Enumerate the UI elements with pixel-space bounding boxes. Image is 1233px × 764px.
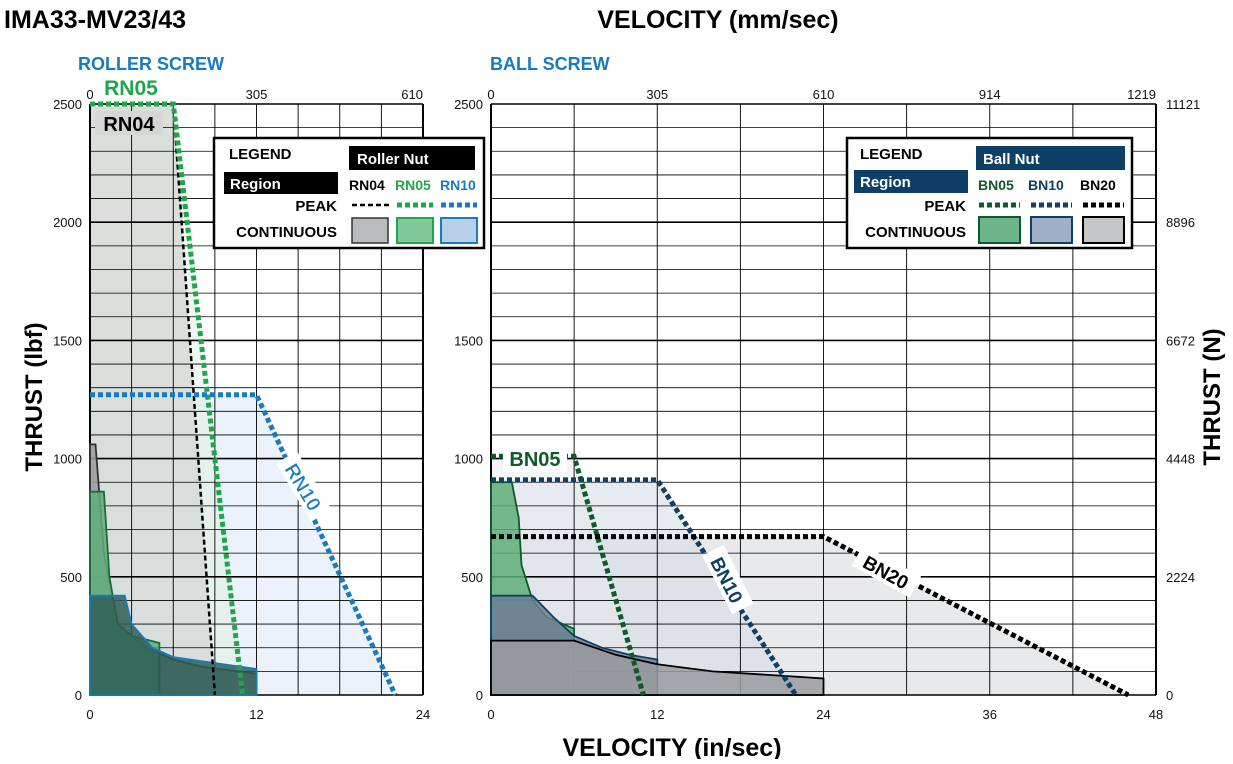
y2-tick-label: 6672	[1166, 333, 1195, 348]
x-tick-label: 0	[487, 707, 494, 722]
y2-tick-label: 0	[1166, 688, 1173, 703]
y-tick-label: 2000	[53, 215, 82, 230]
ball-legend-region: Region	[860, 174, 911, 191]
y-tick-label: 1000	[454, 452, 483, 467]
x2-tick-label: 0	[86, 87, 93, 102]
roller-legend-header: Roller Nut	[357, 151, 429, 168]
ball-legend-cont-bn05	[979, 217, 1020, 243]
x2-tick-label: 1219	[1127, 87, 1156, 102]
ball-legend-cont-bn20	[1083, 217, 1124, 243]
y-tick-label: 0	[75, 688, 82, 703]
y-tick-label: 500	[60, 570, 82, 585]
label-bn05: BN05	[509, 449, 560, 471]
roller-legend-cont-rn05	[397, 218, 433, 243]
y-tick-label: 1000	[53, 452, 82, 467]
x2-tick-label: 610	[401, 87, 423, 102]
x2-tick-label: 0	[487, 87, 494, 102]
roller-legend-col-rn05: RN05	[395, 177, 431, 193]
x-tick-label: 12	[249, 707, 263, 722]
roller-legend-col-rn04: RN04	[349, 177, 385, 193]
ball-legend-header: Ball Nut	[983, 151, 1040, 168]
top-axis-title: VELOCITY (mm/sec)	[597, 6, 838, 34]
roller-legend-continuous: CONTINUOUS	[236, 224, 337, 241]
ball-legend: LEGEND Ball Nut Region BN05 BN10 BN20 PE…	[847, 138, 1132, 248]
y-tick-label: 1500	[53, 333, 82, 348]
x-tick-label: 36	[983, 707, 997, 722]
ball-screw-title: BALL SCREW	[490, 54, 610, 74]
ball-legend-col-bn10: BN10	[1028, 177, 1064, 193]
y2-tick-label: 4448	[1166, 452, 1195, 467]
roller-legend-col-rn10: RN10	[440, 177, 476, 193]
ball-legend-col-bn05: BN05	[978, 177, 1014, 193]
roller-legend-title: LEGEND	[229, 146, 292, 163]
left-axis-title: THRUST (lbf)	[21, 322, 48, 471]
roller-legend-cont-rn04	[352, 218, 388, 243]
y-tick-label: 500	[461, 570, 483, 585]
ball-legend-cont-bn10	[1031, 217, 1072, 243]
ball-legend-peak: PEAK	[924, 198, 966, 215]
roller-legend-region: Region	[230, 176, 281, 193]
x2-tick-label: 914	[979, 87, 1001, 102]
x-tick-label: 12	[650, 707, 664, 722]
x-tick-label: 0	[86, 707, 93, 722]
y-tick-label: 2500	[53, 97, 82, 112]
y2-tick-label: 2224	[1166, 570, 1195, 585]
roller-screw-title: ROLLER SCREW	[78, 54, 224, 74]
y-tick-label: 1500	[454, 333, 483, 348]
y2-tick-label: 11121	[1166, 97, 1200, 112]
y2-tick-label: 8896	[1166, 215, 1195, 230]
x-tick-label: 48	[1149, 707, 1163, 722]
label-rn04: RN04	[103, 114, 155, 136]
ball-legend-col-bn20: BN20	[1080, 177, 1116, 193]
x-tick-label: 24	[816, 707, 830, 722]
roller-legend-cont-rn10	[441, 218, 477, 243]
x2-tick-label: 610	[813, 87, 835, 102]
y-tick-label: 0	[476, 688, 483, 703]
y-tick-label: 2500	[454, 97, 483, 112]
page-title: IMA33-MV23/43	[4, 6, 186, 34]
x2-tick-label: 305	[646, 87, 668, 102]
x2-tick-label: 305	[246, 87, 268, 102]
right-axis-title: THRUST (N)	[1199, 328, 1226, 465]
ball-legend-continuous: CONTINUOUS	[865, 224, 966, 241]
roller-legend-peak: PEAK	[295, 198, 337, 215]
label-rn05: RN05	[104, 77, 158, 100]
ball-legend-title: LEGEND	[860, 146, 923, 163]
roller-legend: LEGEND Roller Nut Region RN04 RN05 RN10 …	[214, 138, 484, 248]
x-tick-label: 24	[416, 707, 430, 722]
bottom-axis-title: VELOCITY (in/sec)	[562, 734, 781, 759]
